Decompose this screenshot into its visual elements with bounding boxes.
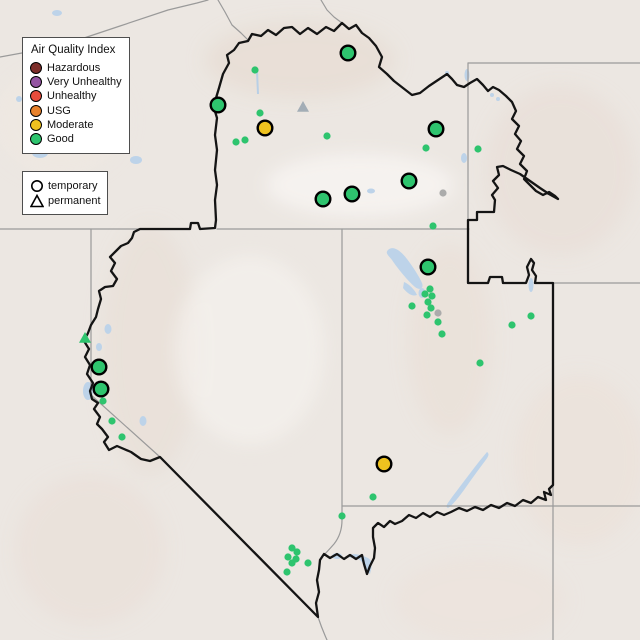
monitor-dot-good[interactable] [429,222,437,230]
aqi-swatch-very_unhealthy [30,76,42,89]
temporary-monitor-circle-good[interactable] [314,190,332,208]
region-boundary [82,21,560,619]
monitor-dot-good[interactable] [232,138,240,146]
lake-mead [347,554,372,574]
monitor-dot-good[interactable] [426,285,434,293]
aqi-legend-items: Hazardous Very Unhealthy Unhealthy USG Moder… [30,61,123,146]
temporary-monitor-circle-moderate[interactable] [256,119,274,137]
aqi-legend-row-unhealthy: Unhealthy [30,89,123,103]
monitor-dot-good[interactable] [428,292,436,300]
aqi-label-good: Good [47,133,74,146]
temporary-monitor-circle-good[interactable] [92,380,110,398]
monitor-dot-good[interactable] [408,302,416,310]
monitor-dot-good[interactable] [323,132,331,140]
monitor-dot-good[interactable] [427,304,435,312]
monitor-dot-good[interactable] [118,433,126,441]
temporary-circle-icon [30,179,44,193]
monitor-dot-good[interactable] [304,559,312,567]
monitor-dot-no_data[interactable] [434,309,442,317]
aqi-legend-row-very_unhealthy: Very Unhealthy [30,75,123,89]
lake-walker [139,416,147,426]
monitor-dot-good[interactable] [508,321,516,329]
temporary-monitor-circle-good[interactable] [339,44,357,62]
lake-jackson [464,69,470,81]
legend-row-permanent: permanent [30,193,101,208]
permanent-triangle-icon [30,193,44,208]
aqi-legend-title: Air Quality Index [31,44,116,56]
monitor-dot-good[interactable] [288,559,296,567]
lake-bear [461,153,467,163]
temporary-monitor-circle-good[interactable] [209,96,227,114]
monitor-dot-good[interactable] [423,311,431,319]
temporary-monitor-circle-moderate[interactable] [375,455,393,473]
aqi-swatch-unhealthy [30,90,42,103]
monitor-dot-good[interactable] [288,544,296,552]
monitor-dot-good[interactable] [108,417,116,425]
monitor-dot-good[interactable] [293,548,301,556]
aqi-legend-row-good: Good [30,132,123,146]
monitor-dot-good[interactable] [338,512,346,520]
lake-great-salt-south [403,282,417,296]
monitor-dot-good[interactable] [251,66,259,74]
temporary-monitor-circle-good[interactable] [427,120,445,138]
monitor-dot-good[interactable] [284,553,292,561]
aqi-label-hazardous: Hazardous [47,62,101,75]
monitor-dot-good[interactable] [424,298,432,306]
legend-label-temporary: temporary [48,179,98,192]
aqi-label-very_unhealthy: Very Unhealthy [47,76,122,89]
lake-powell [446,452,489,508]
temporary-monitor-circle-good[interactable] [343,185,361,203]
monitor-dot-good[interactable] [434,318,442,326]
monitor-dot-good[interactable] [369,493,377,501]
legend-label-permanent: permanent [48,194,101,207]
aqi-legend-row-hazardous: Hazardous [30,61,123,75]
monitor-dot-good[interactable] [422,144,430,152]
aqi-label-usg: USG [47,104,71,117]
aqi-swatch-moderate [30,118,42,131]
monitor-dot-good[interactable] [474,145,482,153]
monitor-dot-good[interactable] [241,136,249,144]
lake-great-salt [386,248,423,289]
legend-row-temporary: temporary [30,178,101,193]
monitor-dot-good[interactable] [527,312,535,320]
monitor-dot-no_data[interactable] [439,189,447,197]
temporary-monitor-circle-good[interactable] [419,258,437,276]
monitor-dot-good[interactable] [99,397,107,405]
permanent-monitor-triangle-no_data[interactable] [297,101,309,112]
monitor-dot-good[interactable] [256,109,264,117]
temporary-monitor-circle-good[interactable] [90,358,108,376]
aqi-legend-row-moderate: Moderate [30,118,123,132]
aqi-label-unhealthy: Unhealthy [47,90,97,103]
lake-pyramid [104,324,112,334]
aqi-swatch-usg [30,104,42,117]
monitor-dot-good[interactable] [438,330,446,338]
lake-flaming-gorge [528,278,534,292]
monitor-dot-good[interactable] [283,568,291,576]
permanent-monitor-triangle-good[interactable] [79,332,91,343]
aqi-swatch-hazardous [30,62,42,75]
temporary-monitor-circle-good[interactable] [400,172,418,190]
monitor-dot-good[interactable] [421,290,429,298]
monitors-layer [79,44,535,576]
monitor-dot-good[interactable] [476,359,484,367]
monitor-type-legend: temporary permanent [22,171,108,215]
aqi-label-moderate: Moderate [47,118,94,131]
lake-american-falls [367,188,375,194]
aqi-legend: Air Quality Index Hazardous Very Unhealth… [22,37,130,155]
aqi-swatch-good [30,133,42,146]
aqi-legend-row-usg: USG [30,104,123,118]
river-snake [256,70,259,95]
